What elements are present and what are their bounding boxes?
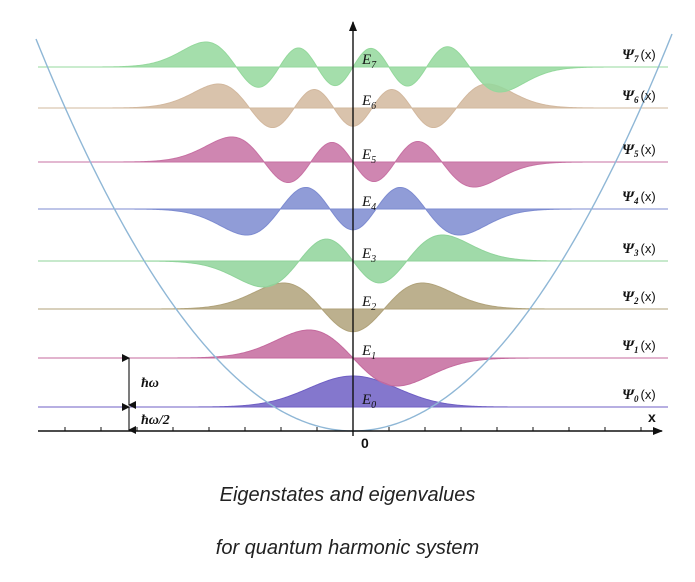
psi-label-0: Ψ0 (x): [622, 387, 656, 404]
energy-spacing-markers: ħω ħω/2: [122, 354, 170, 434]
psi-label-1: Ψ1 (x): [622, 338, 656, 355]
energy-label-3: E3: [361, 246, 376, 265]
x-axis-ticks: [64, 427, 642, 431]
potential-parabola: [35, 33, 673, 432]
energy-label-7: E7: [361, 52, 377, 71]
caption-line-1: Eigenstates and eigenvalues: [219, 484, 476, 506]
origin-label: 0: [361, 435, 369, 451]
half-quantum-label: ħω/2: [141, 413, 170, 428]
psi-label-3: Ψ3 (x): [622, 241, 656, 258]
psi-label-4: Ψ4 (x): [622, 189, 656, 206]
psi-label-2: Ψ2 (x): [622, 289, 656, 306]
quantum-label: ħω: [141, 376, 159, 391]
energy-label-0: E0: [361, 392, 376, 411]
psi-label-5: Ψ5 (x): [622, 142, 656, 159]
energy-label-1: E1: [361, 343, 376, 362]
level-labels: E0 Ψ0 (x) E1 Ψ1 (x) E2 Ψ2 (x) E3 Ψ3 (x) E4 Ψ4 (x) E5 Ψ5(…: [361, 47, 656, 411]
caption-line-2: for quantum harmonic system: [215, 537, 480, 559]
x-axis-label: x: [648, 409, 656, 425]
axes: x 0: [38, 21, 663, 451]
energy-label-6: E6: [361, 93, 376, 112]
psi-label-6: Ψ6 (x): [622, 88, 656, 105]
energy-label-2: E2: [361, 294, 376, 313]
harmonic-oscillator-diagram: x 0 ħω ħω/2 E0 Ψ0 (x) E1 Ψ1 (x) E2 Ψ2 (x) E3 Ψ3 (x)…: [35, 21, 673, 451]
energy-label-5: E5: [361, 147, 376, 166]
psi-label-7: Ψ7 (x): [622, 47, 656, 64]
energy-label-4: E4: [361, 194, 376, 213]
